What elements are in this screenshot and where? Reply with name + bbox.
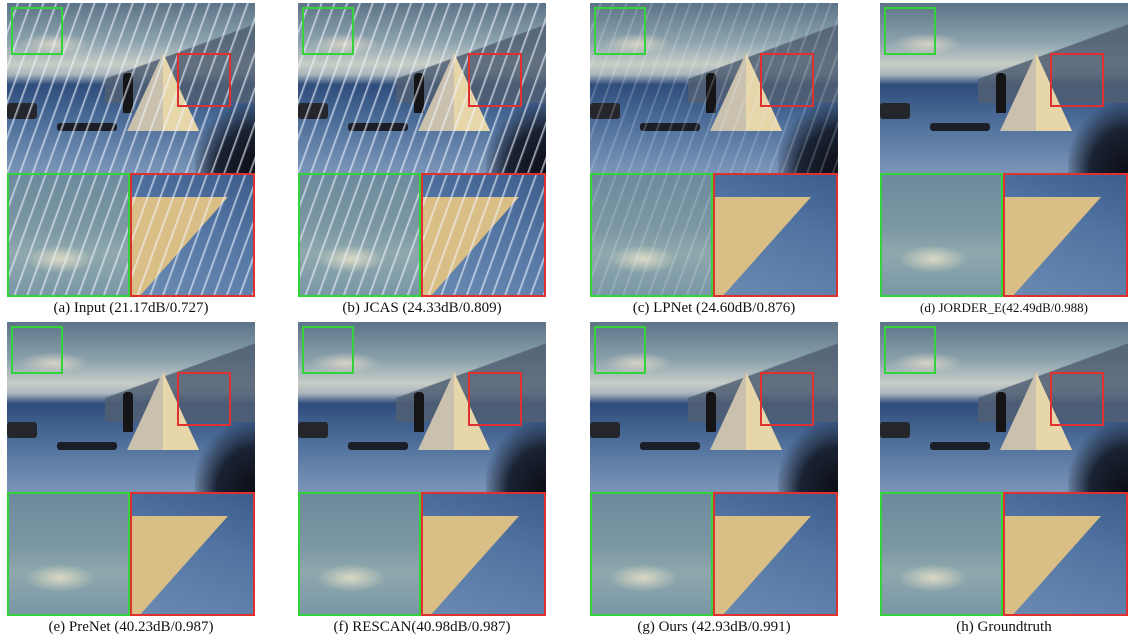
panel-caption: (d) JORDER_E(42.49dB/0.988) (920, 300, 1088, 315)
red-region-box (1050, 53, 1104, 107)
green-zoom-crop (590, 492, 713, 616)
rain-streaks (7, 3, 255, 173)
panel-caption: (a) Input (21.17dB/0.727) (53, 300, 209, 316)
red-region-box (760, 53, 814, 107)
red-zoom-crop (1003, 173, 1128, 297)
zoom-crops (298, 173, 546, 297)
red-zoom-crop (1003, 492, 1128, 616)
green-zoom-crop (7, 173, 130, 297)
scene-image (590, 3, 838, 173)
red-region-box (468, 53, 522, 107)
rain-streaks (590, 3, 838, 173)
panel-caption: (c) LPNet (24.60dB/0.876) (632, 300, 796, 316)
red-region-box (177, 53, 231, 107)
scene-image (298, 322, 546, 492)
red-zoom-crop (421, 173, 546, 297)
zoom-crops (880, 492, 1128, 616)
red-region-box (1050, 372, 1104, 426)
panel-caption: (b) JCAS (24.33dB/0.809) (342, 300, 502, 316)
panel-caption: (e) PreNet (40.23dB/0.987) (48, 619, 214, 635)
panel-caption: (h) Groundtruth (956, 619, 1052, 635)
green-zoom-crop (7, 492, 130, 616)
red-zoom-crop (130, 492, 255, 616)
scene-image (7, 3, 255, 173)
panel-caption: (f) RESCAN(40.98dB/0.987) (333, 619, 511, 635)
zoom-crops (590, 173, 838, 297)
scene-image (880, 3, 1128, 173)
red-zoom-crop (713, 492, 838, 616)
green-zoom-crop (298, 492, 421, 616)
scene-image (298, 3, 546, 173)
scene-image (590, 322, 838, 492)
green-region-box (594, 326, 646, 374)
green-region-box (302, 326, 354, 374)
zoom-crops (298, 492, 546, 616)
red-zoom-crop (130, 173, 255, 297)
red-zoom-crop (713, 173, 838, 297)
green-zoom-crop (880, 492, 1003, 616)
scene-image (7, 322, 255, 492)
red-region-box (760, 372, 814, 426)
zoom-crops (880, 173, 1128, 297)
panel-caption: (g) Ours (42.93dB/0.991) (637, 619, 791, 635)
green-region-box (11, 326, 63, 374)
green-region-box (11, 7, 63, 55)
red-region-box (177, 372, 231, 426)
green-region-box (302, 7, 354, 55)
green-region-box (884, 326, 936, 374)
green-zoom-crop (590, 173, 713, 297)
green-zoom-crop (298, 173, 421, 297)
zoom-crops (7, 173, 255, 297)
green-region-box (594, 7, 646, 55)
green-region-box (884, 7, 936, 55)
red-zoom-crop (421, 492, 546, 616)
green-zoom-crop (880, 173, 1003, 297)
rain-streaks (298, 3, 546, 173)
zoom-crops (7, 492, 255, 616)
scene-image (880, 322, 1128, 492)
zoom-crops (590, 492, 838, 616)
red-region-box (468, 372, 522, 426)
